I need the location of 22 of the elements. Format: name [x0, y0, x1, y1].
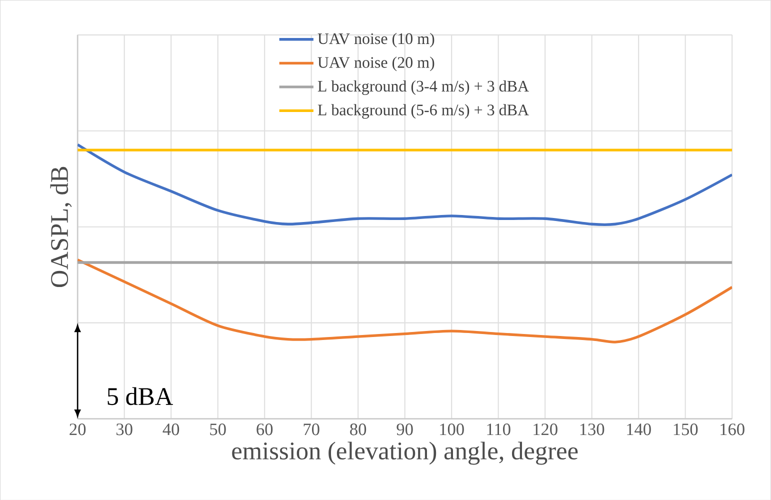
- x-tick-label: 50: [210, 423, 226, 436]
- x-tick-label: 30: [116, 423, 132, 436]
- x-tick-label: 150: [674, 423, 698, 436]
- x-tick-label: 60: [256, 423, 273, 436]
- x-tick-label: 20: [70, 423, 86, 436]
- x-tick-label: 100: [440, 423, 464, 436]
- legend-label: L background (3-4 m/s) + 3 dBA: [318, 80, 529, 95]
- x-tick-label: 40: [162, 423, 180, 436]
- x-tick-label: 120: [534, 423, 558, 436]
- x-tick-label: 130: [580, 423, 604, 436]
- x-tick-label: 80: [350, 423, 366, 436]
- x-tick-label: 160: [720, 423, 744, 436]
- y-axis-title: OASPL, dB: [50, 166, 72, 287]
- x-axis-title: emission (elevation) angle, degree: [232, 442, 578, 465]
- x-tick-label: 110: [487, 423, 510, 436]
- x-tick-label: 70: [304, 423, 320, 436]
- annotation: 5 dBA: [108, 387, 173, 405]
- x-tick-label: 140: [627, 423, 651, 436]
- legend-label: UAV noise (10 m): [318, 32, 434, 48]
- x-tick-label: 90: [396, 423, 413, 436]
- legend-label: UAV noise (20 m): [318, 56, 434, 71]
- legend-label: L background (5-6 m/s) + 3 dBA: [318, 104, 529, 118]
